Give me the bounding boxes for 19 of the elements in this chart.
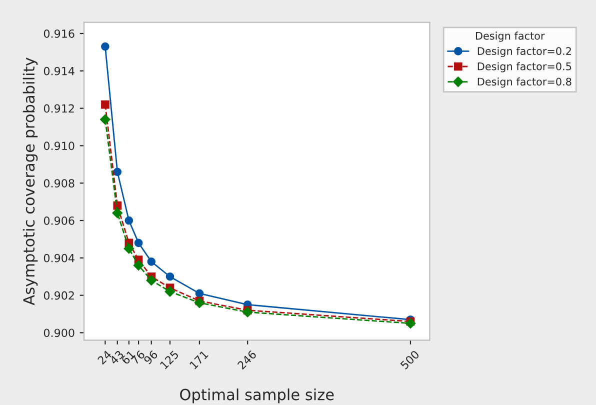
y-tick-label: 0.908 (44, 179, 74, 188)
legend-label: Design factor=0.8 (478, 78, 572, 88)
y-tick-label: 0.914 (44, 66, 74, 76)
y-tick-label: 0.910 (44, 142, 74, 150)
x-tick-label: 96 (143, 350, 158, 365)
y-tick-label: 0.904 (44, 254, 74, 262)
y-tick-label: 0.916 (44, 29, 74, 38)
x-axis-title: Optimal sample size (180, 388, 334, 404)
y-tick-label: 0.902 (44, 291, 74, 300)
y-axis-title: Asymptotic coverage probability (22, 58, 38, 306)
y-tick-label: 0.912 (44, 104, 74, 113)
y-tick-label: 0.906 (44, 216, 74, 225)
legend-label: Design factor=0.5 (478, 62, 572, 72)
x-tick-label: 171 (189, 350, 208, 370)
legend-title: Design factor (476, 32, 545, 42)
y-tick-label: 0.900 (44, 328, 74, 338)
legend-label: Design factor=0.2 (478, 46, 571, 58)
x-tick-label: 500 (400, 350, 420, 370)
x-tick-label: 24 (97, 350, 112, 365)
